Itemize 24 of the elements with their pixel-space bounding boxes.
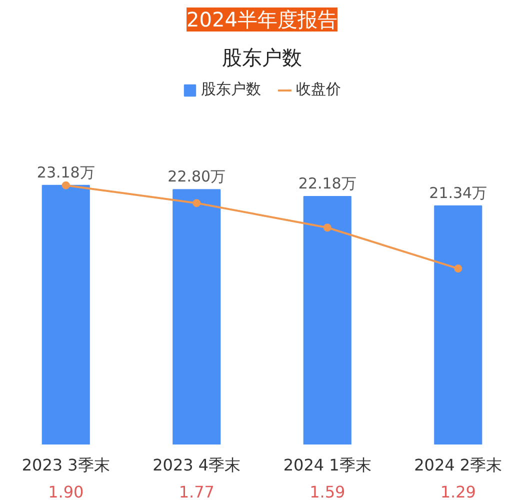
chart-subtitle: 股东户数 xyxy=(222,46,302,70)
data-label: 1.90 xyxy=(48,482,84,500)
point xyxy=(454,264,462,273)
chart-title: 2024半年度报告 xyxy=(186,8,338,32)
data-label: 22.80万 xyxy=(168,168,226,186)
point xyxy=(62,181,70,190)
data-label: 21.34万 xyxy=(429,184,488,202)
data-label: 1.77 xyxy=(178,482,214,500)
point xyxy=(192,199,201,208)
data-label: 1.29 xyxy=(440,482,476,500)
x-tick-label: 2023 4季末 xyxy=(152,456,241,474)
data-label: 22.18万 xyxy=(298,174,356,193)
x-tick-label: 2024 1季末 xyxy=(283,456,372,474)
data-label: 1.59 xyxy=(310,482,346,500)
bar xyxy=(434,205,482,444)
x-tick-label: 2023 3季末 xyxy=(22,456,110,474)
bar xyxy=(172,189,221,444)
point xyxy=(323,224,332,232)
bar xyxy=(303,196,352,444)
data-label: 23.18万 xyxy=(36,163,95,182)
x-tick-label: 2024 2季末 xyxy=(414,456,502,474)
legend-label: 股东户数 xyxy=(201,80,261,99)
legend-label: 收盘价 xyxy=(296,80,341,99)
bar xyxy=(42,184,90,444)
